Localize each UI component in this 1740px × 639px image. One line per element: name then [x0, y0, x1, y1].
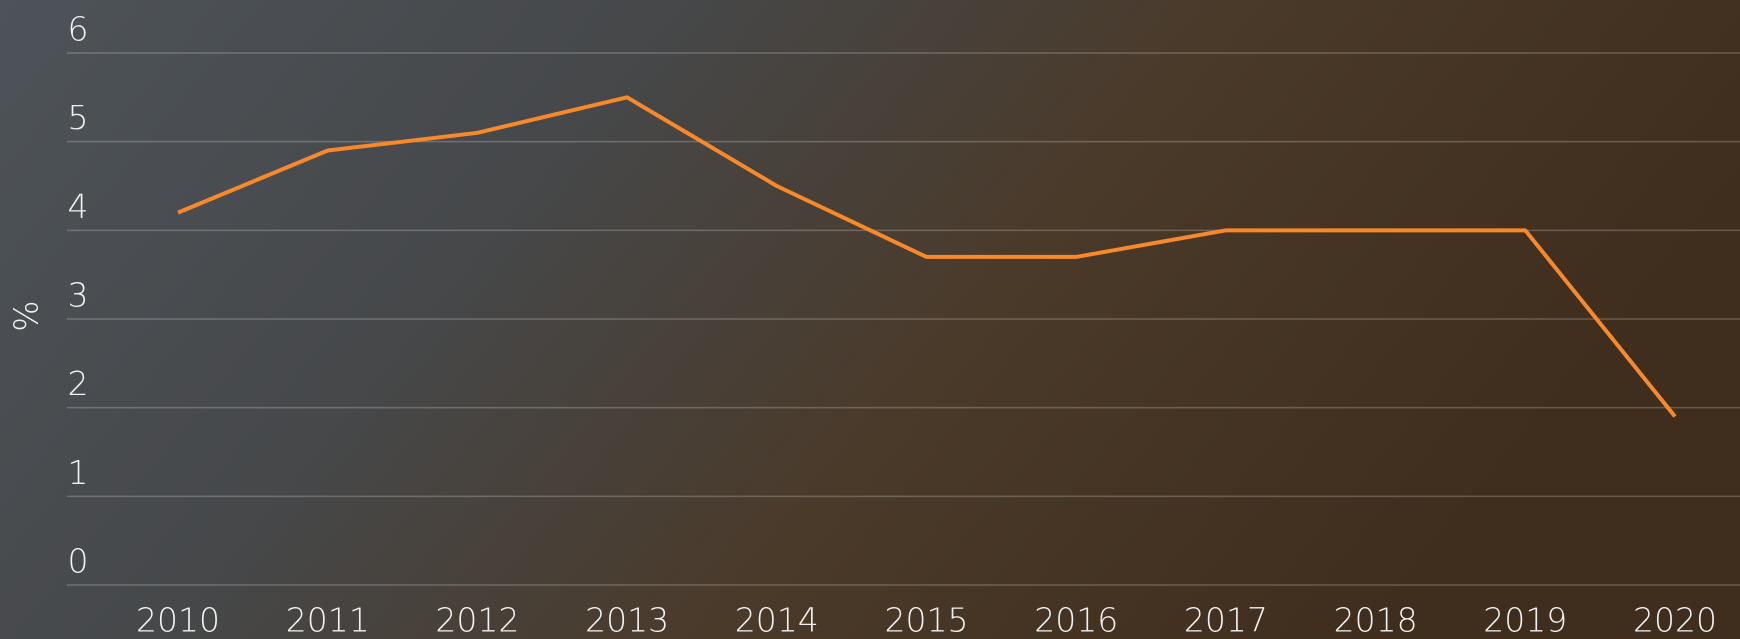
y-tick-label: 2 [68, 364, 89, 403]
x-tick-label: 2012 [435, 601, 519, 639]
y-tick-label: 5 [68, 98, 89, 137]
x-tick-label: 2010 [136, 601, 220, 639]
x-tick-label: 2015 [885, 601, 969, 639]
x-tick-label: 2014 [735, 601, 819, 639]
x-tick-label: 2013 [585, 601, 669, 639]
x-tick-label: 2016 [1034, 601, 1118, 639]
x-tick-label: 2018 [1334, 601, 1418, 639]
y-tick-label: 3 [68, 276, 89, 315]
x-tick-label: 2017 [1184, 601, 1268, 639]
y-tick-label: 6 [68, 10, 89, 49]
chart: % 0 1 2 3 4 5 6 2010 2011 2012 2013 2014 2015 2016 201… [0, 0, 1740, 639]
y-tick-label: 4 [68, 187, 89, 226]
y-axis-label: % [7, 300, 46, 331]
x-tick-label: 2011 [286, 601, 370, 639]
y-tick-label: 0 [68, 542, 89, 581]
y-tick-label: 1 [68, 453, 89, 492]
x-tick-label: 2020 [1633, 601, 1717, 639]
page: {"chart_data": {"type": "line", "y_label… [0, 0, 1740, 639]
x-tick-label: 2019 [1483, 601, 1567, 639]
